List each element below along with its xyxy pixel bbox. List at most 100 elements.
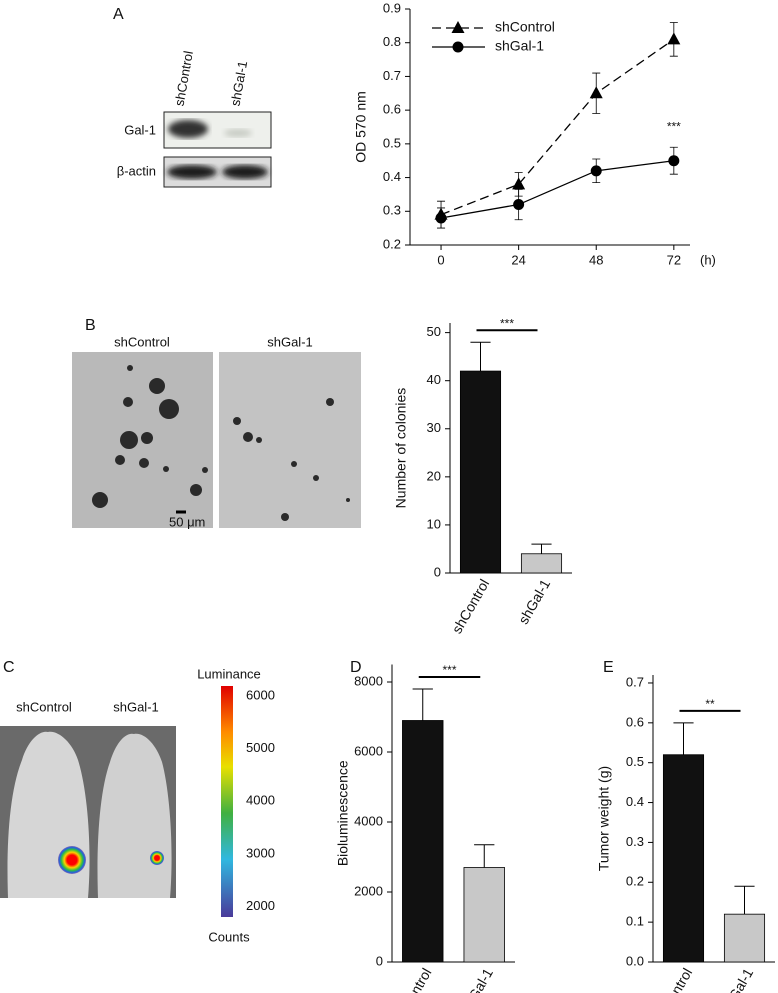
annotation: *** <box>667 119 681 133</box>
colorbar <box>221 686 233 917</box>
y-tick-label: 0.6 <box>383 102 401 117</box>
marker <box>513 199 525 211</box>
y-tick-label: 4000 <box>354 813 383 828</box>
marker <box>435 212 447 224</box>
bar <box>723 913 766 963</box>
x-axis-label: (h) <box>700 252 716 267</box>
y-tick-label: 0.8 <box>383 34 401 49</box>
colorbar-tick-label: 4000 <box>246 793 275 808</box>
y-tick-label: 10 <box>427 516 441 531</box>
marker <box>512 177 526 190</box>
colorbar-tick-label: 6000 <box>246 687 275 702</box>
legend-marker <box>452 41 464 53</box>
panel-label: A <box>113 6 124 23</box>
lane-label: shControl <box>172 50 196 108</box>
blot-band <box>222 165 268 179</box>
series-line <box>440 160 674 219</box>
legend-marker <box>451 21 465 33</box>
image-label: shGal-1 <box>113 699 159 714</box>
annotation: ** <box>705 697 715 711</box>
blot-band <box>224 129 252 137</box>
colonies <box>92 365 350 521</box>
bar <box>662 754 705 963</box>
y-tick-label: 0.4 <box>383 169 401 184</box>
marker <box>668 155 680 167</box>
marker <box>590 165 602 177</box>
lane-label: shGal-1 <box>228 60 251 107</box>
colorbar-title: Luminance <box>197 666 261 681</box>
y-tick-label: 0.6 <box>626 714 644 729</box>
y-axis-label: Tumor weight (g) <box>596 766 612 871</box>
x-tick-label: 0 <box>437 252 444 267</box>
x-tick-label: shControl <box>391 965 435 993</box>
panel-label: D <box>350 659 362 676</box>
western-blot: shControl shGal-1 Gal-1 β-actin <box>117 50 272 188</box>
error-bar <box>470 341 491 372</box>
y-axis-label: Number of colonies <box>393 388 409 509</box>
y-tick-label: 0.7 <box>383 68 401 83</box>
y-tick-label: 0 <box>376 953 383 968</box>
y-tick-label: 0.5 <box>383 135 401 150</box>
panel-label: C <box>3 659 15 676</box>
x-tick-label: 72 <box>667 252 681 267</box>
annotation: *** <box>500 316 514 330</box>
legend-label: shGal-1 <box>495 38 544 54</box>
y-tick-label: 0.2 <box>626 874 644 889</box>
error-bar <box>673 722 694 755</box>
annotation: *** <box>442 663 456 677</box>
y-axis-label: Bioluminescence <box>335 760 351 866</box>
image-label: shGal-1 <box>267 334 313 349</box>
error-bar <box>412 688 433 721</box>
micrographs: shControl shGal-1 50 μm <box>72 334 361 529</box>
bar <box>463 867 505 963</box>
y-tick-label: 0.9 <box>383 0 401 15</box>
x-tick-label: shControl <box>651 965 695 993</box>
image-label: shControl <box>16 699 72 714</box>
in-vivo-image: shControl shGal-1 <box>0 699 176 898</box>
y-tick-label: 0.4 <box>626 794 644 809</box>
y-tick-label: 0.7 <box>626 674 644 689</box>
y-tick-label: 0.0 <box>626 953 644 968</box>
error-bar <box>531 543 552 554</box>
series-line <box>440 38 675 216</box>
y-tick-label: 0.5 <box>626 754 644 769</box>
bar <box>402 720 444 963</box>
colorbar-tick-label: 3000 <box>246 845 275 860</box>
y-tick-label: 6000 <box>354 743 383 758</box>
panel-label: E <box>603 659 614 676</box>
x-tick-label: shControl <box>448 576 492 636</box>
y-tick-label: 0.2 <box>383 236 401 251</box>
y-tick-label: 0 <box>434 564 441 579</box>
x-tick-label: 24 <box>511 252 525 267</box>
marker <box>589 86 603 99</box>
blot-band <box>167 165 217 179</box>
bar <box>459 370 502 574</box>
image-label: shControl <box>114 334 170 349</box>
x-tick-label: shGal-1 <box>458 965 496 993</box>
error-bar <box>474 844 495 868</box>
colorbar-tick-label: 2000 <box>246 898 275 913</box>
y-tick-label: 50 <box>427 324 441 339</box>
y-tick-label: 2000 <box>354 883 383 898</box>
error-bar <box>734 885 755 915</box>
y-tick-label: 0.3 <box>383 203 401 218</box>
legend-label: shControl <box>495 19 555 35</box>
colorbar-label: Counts <box>208 929 250 944</box>
row-label: Gal-1 <box>124 122 156 137</box>
row-label: β-actin <box>117 163 156 178</box>
panel-label: B <box>85 317 96 334</box>
x-tick-label: shGal-1 <box>515 576 553 627</box>
y-tick-label: 8000 <box>354 673 383 688</box>
scale-label: 50 μm <box>169 514 205 529</box>
y-tick-label: 0.1 <box>626 914 644 929</box>
y-tick-label: 0.3 <box>626 834 644 849</box>
bar <box>520 553 563 574</box>
x-tick-label: shGal-1 <box>718 965 756 993</box>
x-tick-label: 48 <box>589 252 603 267</box>
blot-band <box>168 120 208 138</box>
y-tick-label: 40 <box>427 372 441 387</box>
y-tick-label: 20 <box>427 468 441 483</box>
y-axis-label: OD 570 nm <box>353 91 369 163</box>
colorbar-tick-label: 5000 <box>246 740 275 755</box>
